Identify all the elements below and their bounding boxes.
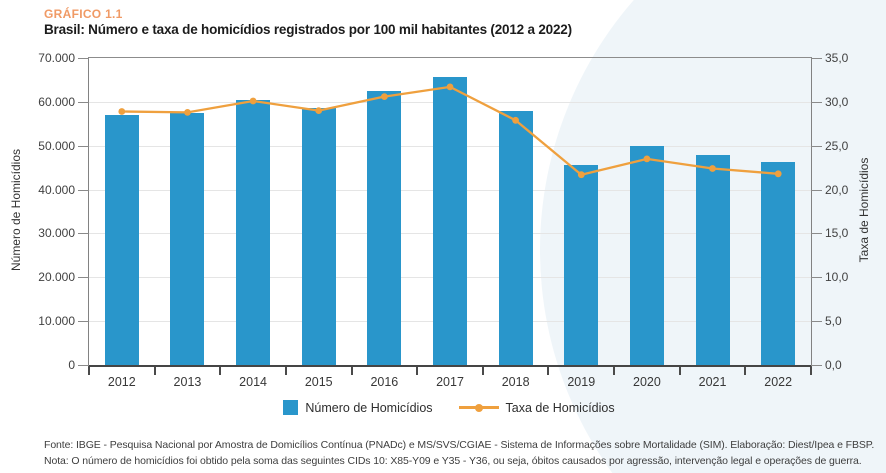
left-axis-tick-label: 0	[68, 358, 75, 372]
x-axis-label-2017: 2017	[436, 375, 464, 389]
right-axis-tick-label: 30,0	[825, 94, 849, 109]
right-axis-tick	[811, 233, 822, 235]
x-axis-label-2022: 2022	[764, 375, 793, 389]
bar-2017	[433, 77, 467, 365]
figure-tag: GRÁFICO 1.1	[44, 7, 123, 21]
x-axis-label-2016: 2016	[370, 375, 399, 389]
legend-item-homicide-rate: Taxa de Homicídios	[458, 400, 615, 415]
rate-point-2021	[709, 165, 716, 172]
fonte-line: Fonte: IBGE - Pesquisa Nacional por Amos…	[44, 439, 875, 451]
x-axis-label-2021: 2021	[698, 375, 727, 389]
x-axis-tick	[416, 367, 419, 375]
bar-2016	[367, 90, 402, 365]
bar-2013	[170, 112, 205, 365]
rate-point-2022	[774, 170, 782, 178]
x-axis-label-2015: 2015	[304, 375, 333, 389]
bar-2018	[498, 111, 533, 365]
x-axis-label-2014: 2014	[239, 375, 267, 389]
legend-line-label: Taxa de Homicídios	[505, 400, 615, 415]
left-axis-tick-label: 10.000	[38, 314, 75, 329]
left-axis-tick	[78, 101, 89, 103]
left-axis-tick-label: 20.000	[38, 270, 75, 285]
right-axis-tick-label: 20,0	[825, 182, 849, 197]
left-axis-tick-label: 30.000	[38, 226, 75, 241]
right-axis-tick	[811, 58, 822, 59]
x-axis-tick	[678, 367, 681, 375]
bar-2015	[301, 108, 336, 365]
left-axis-tick	[78, 277, 89, 279]
bar-2014	[236, 100, 271, 365]
right-axis-tick	[811, 145, 822, 147]
x-axis-label-2018: 2018	[501, 375, 530, 389]
rate-line-layer	[118, 83, 782, 179]
right-axis-tick-label: 10,0	[825, 270, 849, 285]
x-axis-label-2020: 2020	[633, 375, 661, 389]
rate-point-2016	[381, 93, 388, 100]
legend-bar-label: Número de Homicídios	[305, 400, 433, 415]
right-axis-tick-label: 35,0	[825, 51, 849, 65]
rate-point-2013	[184, 109, 191, 116]
x-axis-tick	[810, 367, 812, 375]
legend: Número de Homicídios Taxa de Homicídios	[88, 400, 810, 415]
right-axis-tick-label: 25,0	[825, 138, 849, 153]
bar-2022	[761, 161, 796, 365]
right-axis-tick	[811, 277, 822, 279]
x-axis-tick	[613, 367, 616, 375]
rate-point-2015	[315, 107, 323, 114]
rate-point-2012	[118, 108, 126, 115]
bar-2012	[104, 115, 139, 365]
right-axis-tick	[811, 321, 822, 323]
right-axis-tick-label: 5,0	[825, 314, 842, 329]
left-axis-tick-label: 70.000	[38, 51, 75, 65]
left-axis-tick	[78, 58, 89, 59]
x-axis-label-2019: 2019	[567, 375, 596, 389]
rate-point-2018	[512, 116, 519, 124]
nota-line: Nota: O número de homicídios foi obtido …	[44, 455, 862, 467]
rate-line	[121, 85, 779, 176]
bar-2019	[564, 165, 599, 365]
left-axis-tick	[78, 145, 89, 147]
left-axis-tick-label: 50.000	[38, 138, 75, 153]
line-series-dot	[474, 403, 483, 412]
right-axis-tick	[811, 365, 822, 366]
left-axis-tick	[78, 233, 89, 235]
left-axis-title: Número de Homicídios	[9, 148, 23, 272]
rate-point-2019	[577, 171, 585, 179]
source-note: Fonte: IBGE - Pesquisa Nacional por Amos…	[44, 437, 876, 469]
right-axis-tick	[811, 189, 822, 191]
bar-series-swatch	[283, 400, 299, 415]
right-axis-tick-label: 15,0	[825, 226, 849, 241]
rate-point-2017	[446, 83, 454, 91]
x-axis-tick	[744, 367, 747, 375]
plot-area: 70.000 60.000 50.000 40.000 30.000 20.000 10.0…	[38, 51, 848, 389]
rate-point-2014	[249, 97, 257, 105]
bar-2020	[629, 145, 664, 365]
left-axis-tick	[78, 189, 89, 191]
x-axis-tick	[88, 367, 90, 375]
x-axis-tick	[481, 367, 484, 375]
x-axis-tick	[219, 367, 222, 375]
x-axis-tick	[153, 367, 156, 375]
right-axis-tick-label: 0,0	[825, 358, 842, 372]
right-axis-tick	[811, 101, 822, 103]
right-axis-title: Taxa de Homicídios	[857, 157, 871, 263]
left-axis-tick	[78, 365, 89, 366]
left-axis-tick-label: 40.000	[38, 182, 75, 197]
x-axis-tick	[547, 367, 550, 375]
legend-item-homicide-count: Número de Homicídios	[283, 400, 433, 415]
left-axis-tick	[78, 321, 89, 323]
left-axis-tick-label: 60.000	[38, 94, 75, 109]
rate-point-2020	[643, 155, 651, 163]
x-axis-label-2012: 2012	[107, 375, 136, 389]
x-axis-label-2013: 2013	[173, 375, 202, 389]
x-axis-tick	[350, 367, 353, 375]
line-series-swatch	[458, 403, 499, 412]
figure-title: Brasil: Número e taxa de homicídios regi…	[44, 22, 572, 37]
bar-2021	[695, 155, 730, 365]
x-axis-tick	[284, 367, 287, 375]
